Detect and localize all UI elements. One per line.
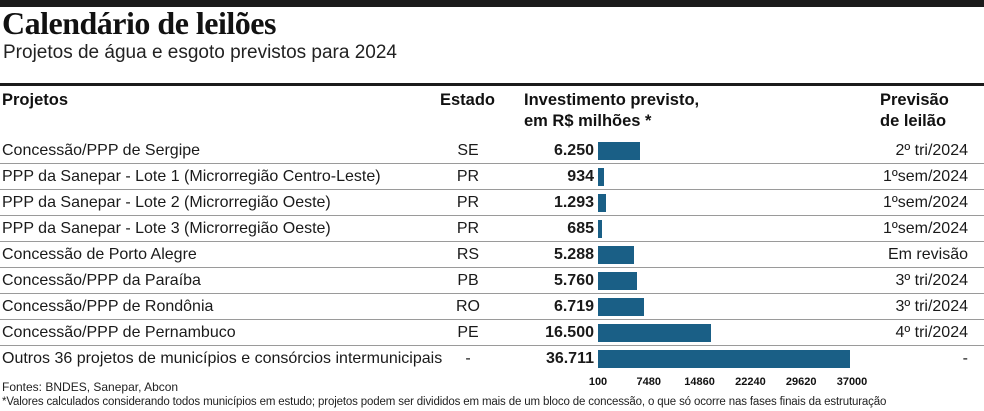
- table-row: Concessão/PPP da Paraíba PB 5.760 3º tri/20…: [0, 268, 984, 294]
- state-code: PE: [457, 324, 479, 341]
- x-tick-label: 22240: [735, 376, 766, 388]
- table-row: Concessão/PPP de Sergipe SE 6.250 2º tri/20…: [0, 138, 984, 164]
- header-investimento-line1: Investimento previsto,: [524, 91, 700, 109]
- investment-bar: [598, 272, 637, 290]
- table-row: Concessão/PPP de Pernambuco PE 16.500 4º tr…: [0, 320, 984, 346]
- x-tick-label: 14860: [684, 376, 715, 388]
- chart-title: Calendário de leilões: [2, 5, 276, 41]
- state-code: PR: [456, 168, 480, 185]
- table-row: PPP da Sanepar - Lote 3 (Microrregião Oe…: [0, 216, 984, 242]
- investment-bar: [598, 298, 644, 316]
- auction-forecast: 1ºsem/2024: [882, 168, 968, 185]
- project-name: Concessão/PPP de Rondônia: [2, 298, 214, 315]
- chart-subtitle: Projetos de água e esgoto previstos para…: [3, 42, 397, 63]
- x-tick-label: 100: [588, 376, 608, 388]
- x-tick-label: 7480: [636, 376, 662, 388]
- investment-value-label: 6.250: [553, 142, 594, 159]
- investment-bar: [598, 324, 711, 342]
- auction-forecast: 1ºsem/2024: [882, 194, 968, 211]
- state-code: SE: [457, 142, 479, 159]
- project-name: Concessão/PPP de Pernambuco: [2, 324, 236, 341]
- project-name: Concessão de Porto Alegre: [2, 246, 197, 263]
- auction-forecast: 3º tri/2024: [895, 298, 968, 315]
- state-code: RO: [456, 298, 480, 315]
- auction-forecast: 2º tri/2024: [895, 142, 968, 159]
- footnote: *Valores calculados considerando todos m…: [2, 396, 887, 408]
- top-rule: [0, 0, 984, 7]
- x-tick-label: 37000: [836, 376, 868, 388]
- state-code: -: [465, 350, 471, 367]
- state-code: PR: [456, 220, 480, 237]
- investment-value-label: 934: [567, 168, 594, 185]
- project-name: PPP da Sanepar - Lote 1 (Microrregião Ce…: [2, 168, 381, 185]
- investment-value-label: 685: [567, 220, 594, 237]
- investment-bar: [598, 168, 604, 186]
- x-tick-label: 29620: [785, 376, 817, 388]
- header-investimento-line2: em R$ milhões *: [524, 112, 652, 130]
- header-estado: Estado: [440, 91, 496, 109]
- sources-note: Fontes: BNDES, Sanepar, Abcon: [2, 380, 179, 394]
- header-previsao-line2: de leilão: [880, 112, 947, 130]
- investment-value-label: 1.293: [553, 194, 594, 211]
- project-name: Concessão/PPP da Paraíba: [2, 272, 201, 289]
- investment-bar: [598, 142, 641, 160]
- header-previsao-line1: Previsão: [880, 91, 949, 109]
- table-row: Outros 36 projetos de municípios e consó…: [0, 346, 984, 372]
- state-code: PR: [456, 194, 480, 211]
- investment-value-label: 16.500: [545, 324, 594, 341]
- investment-bar: [598, 220, 603, 238]
- table-row: Concessão de Porto Alegre RS 5.288 Em revis…: [0, 242, 984, 268]
- investment-value-label: 36.711: [545, 350, 594, 367]
- investment-value-label: 5.288: [553, 246, 594, 263]
- state-code: RS: [456, 246, 480, 263]
- investment-value-label: 6.719: [553, 298, 594, 315]
- header-rule: [0, 83, 984, 86]
- project-name: PPP da Sanepar - Lote 2 (Microrregião Oe…: [2, 194, 331, 211]
- table-row: Concessão/PPP de Rondônia RO 6.719 3º tri/2…: [0, 294, 984, 320]
- investment-value-label: 5.760: [553, 272, 594, 289]
- table-row: PPP da Sanepar - Lote 1 (Microrregião Ce…: [0, 164, 984, 190]
- project-name: Outros 36 projetos de municípios e consó…: [2, 350, 443, 367]
- investment-bar: [598, 246, 634, 264]
- project-name: PPP da Sanepar - Lote 3 (Microrregião Oe…: [2, 220, 331, 237]
- header-projetos: Projetos: [2, 91, 69, 109]
- project-name: Concessão/PPP de Sergipe: [2, 142, 201, 159]
- auction-forecast: 4º tri/2024: [895, 324, 968, 341]
- table-row: PPP da Sanepar - Lote 2 (Microrregião Oe…: [0, 190, 984, 216]
- auction-forecast: Em revisão: [887, 246, 968, 263]
- auction-forecast: -: [962, 350, 968, 367]
- investment-bar: [598, 194, 607, 212]
- state-code: PB: [457, 272, 479, 289]
- auction-forecast: 3º tri/2024: [895, 272, 968, 289]
- investment-bar: [598, 350, 850, 368]
- auction-forecast: 1ºsem/2024: [882, 220, 968, 237]
